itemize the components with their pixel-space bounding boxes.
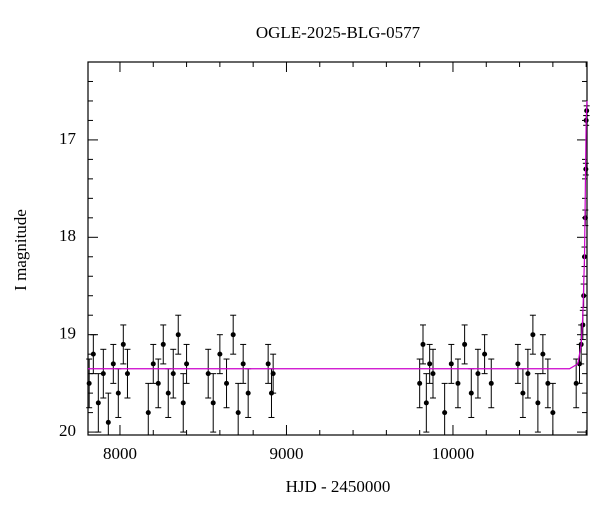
data-point <box>224 380 230 386</box>
y-tick-label: 19 <box>59 324 76 343</box>
data-point <box>427 361 433 367</box>
data-point <box>110 361 116 367</box>
data-point <box>115 390 121 396</box>
data-point <box>245 390 251 396</box>
data-point <box>95 400 101 406</box>
data-point <box>205 371 211 377</box>
data-point <box>430 371 436 377</box>
data-point <box>150 361 156 367</box>
y-tick-label: 20 <box>59 421 76 440</box>
x-axis-label: HJD - 2450000 <box>286 477 391 496</box>
data-point <box>210 400 216 406</box>
data-point <box>240 361 246 367</box>
data-point <box>145 410 151 416</box>
x-tick-label: 9000 <box>269 444 303 463</box>
data-point <box>520 390 526 396</box>
data-point <box>235 410 241 416</box>
data-point <box>230 332 236 338</box>
data-point <box>482 351 488 357</box>
data-point <box>545 380 551 386</box>
plot-frame <box>87 61 588 436</box>
error-bar <box>549 382 556 436</box>
data-point <box>165 390 171 396</box>
data-point <box>105 419 111 425</box>
data-point <box>423 400 429 406</box>
data-point <box>265 361 271 367</box>
error-bar <box>441 382 448 436</box>
data-point <box>455 380 461 386</box>
data-point <box>270 371 276 377</box>
data-point <box>540 351 546 357</box>
data-point <box>442 410 448 416</box>
data-point <box>120 341 126 347</box>
data-point <box>573 380 579 386</box>
data-point <box>462 341 468 347</box>
error-bar <box>105 392 112 436</box>
data-point <box>488 380 494 386</box>
y-tick-label: 18 <box>59 226 76 245</box>
data-point <box>170 371 176 377</box>
data-point <box>100 371 106 377</box>
data-point <box>86 380 92 386</box>
data-point <box>155 380 161 386</box>
data-point <box>175 332 181 338</box>
data-point <box>217 351 223 357</box>
data-point <box>468 390 474 396</box>
data-point <box>124 371 130 377</box>
error-bar <box>145 382 152 436</box>
data-point <box>160 341 166 347</box>
y-axis-label: I magnitude <box>11 209 30 291</box>
x-tick-label: 10000 <box>432 444 475 463</box>
y-tick-label: 17 <box>59 129 77 148</box>
chart-title: OGLE-2025-BLG-0577 <box>256 23 421 42</box>
error-bar <box>235 382 242 436</box>
data-point <box>535 400 541 406</box>
data-point <box>525 371 531 377</box>
data-point <box>475 371 481 377</box>
data-point <box>180 400 186 406</box>
data-point <box>530 332 536 338</box>
data-point <box>417 380 423 386</box>
data-point <box>90 351 96 357</box>
data-point <box>515 361 521 367</box>
x-tick-label: 8000 <box>103 444 137 463</box>
model-curve <box>88 100 588 370</box>
data-point <box>420 341 426 347</box>
data-point <box>448 361 454 367</box>
data-point <box>184 361 190 367</box>
data-point <box>550 410 556 416</box>
